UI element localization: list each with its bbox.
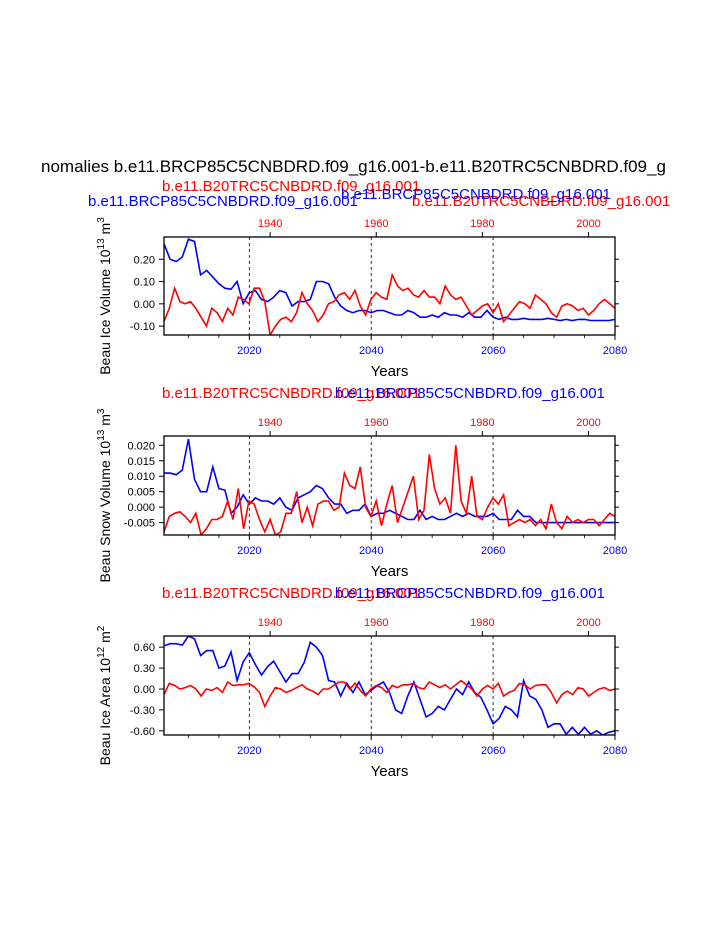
top-tick-label: 2000	[576, 617, 600, 629]
y-tick-label: 0.30	[134, 663, 155, 675]
bottom-tick-label: 2040	[359, 745, 383, 757]
y-axis-label-part: Beau Ice Volume 10	[97, 249, 113, 375]
series-line-blue	[164, 438, 615, 524]
bottom-tick-label: 2020	[237, 345, 261, 357]
figure-title: nomalies b.e11.BRCP85C5CNBDRD.f09_g16.00…	[41, 157, 666, 176]
y-tick-label: -0.10	[130, 321, 155, 333]
header-blue: b.e11.BRCP85C5CNBDRD.f09_g16.001	[88, 193, 358, 210]
panel-ice-volume: b.e11.B20TRC5CNBDRD.f09_g16.001b.e11.BRC…	[88, 178, 670, 380]
bottom-tick-label: 2020	[237, 745, 261, 757]
header-red-2: b.e11.B20TRC5CNBDRD.f09_g16.001	[412, 193, 670, 210]
y-tick-label: 0.010	[127, 471, 155, 483]
series-line-blue	[164, 636, 615, 735]
y-tick-label: 0.000	[127, 502, 155, 514]
plot-frame	[163, 236, 616, 336]
chart-panels: b.e11.B20TRC5CNBDRD.f09_g16.001b.e11.BRC…	[88, 178, 670, 780]
series-line-red	[164, 679, 615, 709]
x-axis-label: Years	[371, 363, 409, 380]
bottom-tick-label: 2020	[237, 545, 261, 557]
header-blue: b.e11.BRCP85C5CNBDRD.f09_g16.001	[335, 385, 605, 402]
y-axis-label: Beau Ice Area 1012 m2	[96, 625, 113, 765]
y-axis-label-part: 13	[96, 429, 107, 441]
bottom-tick-label: 2060	[481, 345, 505, 357]
y-axis-label-part: m	[97, 223, 113, 239]
series-line-red	[164, 272, 615, 335]
y-tick-label: -0.30	[130, 705, 155, 717]
header-blue: b.e11.BRCP85C5CNBDRD.f09_g16.001	[335, 585, 605, 602]
y-tick-label: 0.20	[134, 254, 155, 266]
header-blue-2: b.e11.BRCP85C5CNBDRD.f09_g16.001	[341, 186, 611, 203]
top-tick-label: 1960	[364, 617, 388, 629]
y-axis-label: Beau Snow Volume 1013 m3	[96, 408, 113, 582]
y-tick-label: 0.020	[127, 440, 155, 452]
y-tick-label: 0.00	[134, 299, 155, 311]
y-tick-label: 0.015	[127, 456, 155, 468]
header-red: b.e11.B20TRC5CNBDRD.f09_g16.001	[162, 178, 420, 195]
y-axis-label-part: m	[97, 414, 113, 430]
top-tick-label: 1980	[470, 218, 494, 230]
y-axis-label-part: 3	[96, 408, 107, 414]
bottom-tick-label: 2060	[481, 745, 505, 757]
y-axis-label-part: 3	[96, 217, 107, 223]
top-tick-label: 1980	[470, 417, 494, 429]
panel-snow-volume: b.e11.B20TRC5CNBDRD.f09_g16.001b.e11.BRC…	[96, 385, 627, 582]
header-red: b.e11.B20TRC5CNBDRD.f09_g16.001	[162, 385, 420, 402]
bottom-tick-label: 2040	[359, 545, 383, 557]
y-axis-label-part: Beau Snow Volume 10	[97, 441, 113, 583]
plot-frame	[163, 635, 616, 736]
plot-frame	[163, 435, 616, 536]
y-tick-label: 0.60	[134, 642, 155, 654]
y-tick-label: -0.005	[124, 518, 155, 530]
top-tick-label: 2000	[576, 417, 600, 429]
y-axis-label: Beau Ice Volume 1013 m3	[96, 217, 113, 375]
series-line-blue	[164, 238, 615, 322]
top-tick-label: 1960	[364, 417, 388, 429]
y-axis-label-part: 2	[96, 625, 107, 631]
y-axis-label-part: 13	[96, 238, 107, 250]
header-red: b.e11.B20TRC5CNBDRD.f09_g16.001	[162, 585, 420, 602]
bottom-tick-label: 2060	[481, 545, 505, 557]
top-tick-label: 1960	[364, 218, 388, 230]
bottom-tick-label: 2080	[603, 345, 627, 357]
y-tick-label: -0.60	[130, 726, 155, 738]
y-axis-label-part: 12	[96, 646, 107, 658]
series-line-red	[164, 445, 615, 535]
top-tick-label: 1940	[258, 617, 282, 629]
x-axis-label: Years	[371, 763, 409, 780]
y-tick-label: 0.00	[134, 684, 155, 696]
bottom-tick-label: 2080	[603, 545, 627, 557]
top-tick-label: 2000	[576, 218, 600, 230]
top-tick-label: 1940	[258, 417, 282, 429]
x-axis-label: Years	[371, 563, 409, 580]
y-axis-label-part: m	[97, 631, 113, 647]
y-tick-label: 0.005	[127, 487, 155, 499]
bottom-tick-label: 2040	[359, 345, 383, 357]
panel-ice-area: b.e11.B20TRC5CNBDRD.f09_g16.001b.e11.BRC…	[96, 585, 627, 780]
y-tick-label: 0.10	[134, 277, 155, 289]
y-axis-label-part: Beau Ice Area 10	[97, 658, 113, 766]
top-tick-label: 1940	[258, 218, 282, 230]
bottom-tick-label: 2080	[603, 745, 627, 757]
top-tick-label: 1980	[470, 617, 494, 629]
